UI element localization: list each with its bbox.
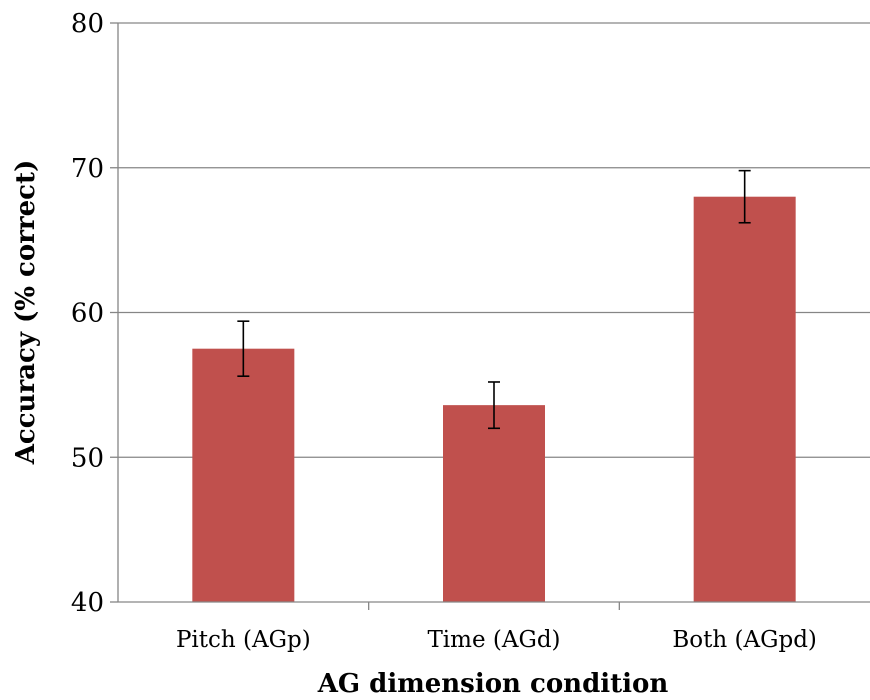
x-category-label: Both (AGpd) xyxy=(672,627,817,653)
x-category-label: Pitch (AGp) xyxy=(176,627,311,653)
bar xyxy=(693,196,796,602)
bars xyxy=(192,196,796,602)
x-category-labels: Pitch (AGp) Time (AGd) Both (AGpd) xyxy=(176,627,817,653)
bar xyxy=(443,405,545,602)
x-category-label: Time (AGd) xyxy=(427,627,560,653)
y-tick-label: 50 xyxy=(71,443,104,473)
x-axis-title: AG dimension condition xyxy=(317,669,669,699)
bar xyxy=(192,348,295,602)
y-tick-label: 40 xyxy=(71,588,104,618)
axes xyxy=(110,22,870,610)
y-axis-title: Accuracy (% correct) xyxy=(11,160,41,466)
y-tick-label: 80 xyxy=(71,9,104,39)
y-tick-label: 70 xyxy=(71,154,104,184)
error-bars xyxy=(237,169,751,430)
y-tick-labels: 40 50 60 70 80 xyxy=(71,9,104,618)
y-tick-label: 60 xyxy=(71,299,104,329)
